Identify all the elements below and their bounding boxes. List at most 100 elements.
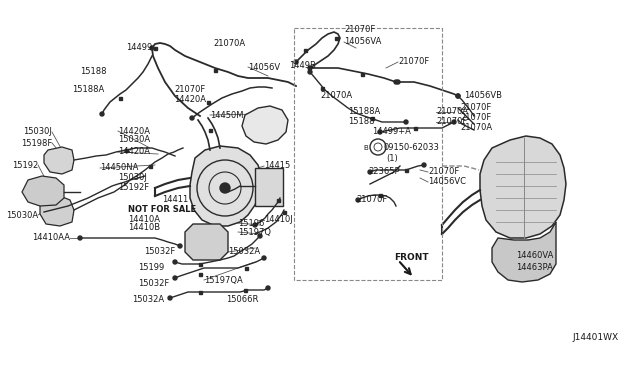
Bar <box>198 273 202 276</box>
Text: 14415: 14415 <box>264 161 291 170</box>
Text: 15188: 15188 <box>81 67 107 77</box>
Text: 21070F: 21070F <box>174 86 205 94</box>
Text: NOT FOR SALE: NOT FOR SALE <box>128 205 196 215</box>
Bar <box>209 128 211 131</box>
Circle shape <box>422 163 426 167</box>
Text: 15198F: 15198F <box>20 138 52 148</box>
Text: 09150-62033: 09150-62033 <box>384 142 440 151</box>
Text: 21070A: 21070A <box>320 90 352 99</box>
Circle shape <box>378 130 382 134</box>
Text: 14450NA: 14450NA <box>100 164 138 173</box>
Text: 15032F: 15032F <box>144 247 175 257</box>
Circle shape <box>456 94 460 98</box>
Text: 21070F: 21070F <box>460 113 492 122</box>
Bar <box>282 211 285 214</box>
Text: 14450M: 14450M <box>210 110 243 119</box>
Text: 21070A: 21070A <box>436 108 468 116</box>
Text: 15199: 15199 <box>138 263 164 273</box>
Circle shape <box>262 256 266 260</box>
FancyBboxPatch shape <box>255 168 283 206</box>
Bar <box>198 263 202 266</box>
Circle shape <box>356 198 360 202</box>
Bar <box>148 164 152 167</box>
Text: 1449B: 1449B <box>289 61 316 70</box>
Bar <box>244 266 248 269</box>
Text: 15188A: 15188A <box>348 108 380 116</box>
Bar <box>243 289 246 292</box>
Circle shape <box>452 120 456 124</box>
Circle shape <box>253 223 257 227</box>
Bar <box>360 73 364 76</box>
Text: (1): (1) <box>386 154 397 163</box>
Bar <box>154 46 157 49</box>
Text: 14411: 14411 <box>162 196 188 205</box>
Bar <box>321 87 323 90</box>
Text: 15032A: 15032A <box>228 247 260 257</box>
Circle shape <box>368 170 372 174</box>
Text: FRONT: FRONT <box>394 253 429 263</box>
Text: 22365P: 22365P <box>368 167 399 176</box>
Circle shape <box>220 183 230 193</box>
Text: 14420A: 14420A <box>118 126 150 135</box>
Text: 21070F: 21070F <box>344 26 375 35</box>
Text: 15188A: 15188A <box>72 84 104 93</box>
Polygon shape <box>492 222 556 282</box>
Circle shape <box>173 276 177 280</box>
Polygon shape <box>190 146 262 226</box>
Text: 14410J: 14410J <box>264 215 292 224</box>
Text: 14056VC: 14056VC <box>428 177 466 186</box>
Circle shape <box>258 234 262 238</box>
Text: 15032F: 15032F <box>138 279 169 289</box>
Circle shape <box>294 60 298 64</box>
Bar <box>198 291 202 294</box>
Text: 14499: 14499 <box>125 44 152 52</box>
Circle shape <box>78 236 82 240</box>
Text: 15196: 15196 <box>238 218 264 228</box>
Circle shape <box>178 244 182 248</box>
Text: 14410B: 14410B <box>128 224 160 232</box>
Text: 14499+A: 14499+A <box>372 128 411 137</box>
Polygon shape <box>40 196 74 226</box>
Text: 21070A: 21070A <box>460 124 492 132</box>
Text: B: B <box>364 145 369 151</box>
Bar <box>404 169 408 171</box>
Text: 14056V: 14056V <box>248 62 280 71</box>
Text: 14420A: 14420A <box>174 94 206 103</box>
Bar <box>378 193 381 196</box>
Circle shape <box>168 296 172 300</box>
Circle shape <box>394 80 398 84</box>
Circle shape <box>396 80 400 84</box>
Polygon shape <box>44 147 74 174</box>
Circle shape <box>456 94 460 98</box>
Circle shape <box>173 260 177 264</box>
Circle shape <box>308 70 312 74</box>
Text: 21070F: 21070F <box>460 103 492 112</box>
Circle shape <box>150 46 154 50</box>
Text: 15197QA: 15197QA <box>204 276 243 285</box>
Text: 15030J: 15030J <box>118 173 147 183</box>
Text: 14410AA: 14410AA <box>32 234 70 243</box>
Text: 15030J: 15030J <box>23 128 52 137</box>
Text: 15032A: 15032A <box>132 295 164 305</box>
Polygon shape <box>480 136 566 238</box>
Text: 15066R: 15066R <box>226 295 259 305</box>
Bar <box>303 48 307 51</box>
Circle shape <box>308 66 312 70</box>
Polygon shape <box>185 224 228 260</box>
Text: 15030A: 15030A <box>6 211 38 219</box>
Bar <box>335 36 337 39</box>
Bar <box>413 126 417 129</box>
Circle shape <box>190 116 194 120</box>
Text: 15197Q: 15197Q <box>238 228 271 237</box>
Text: 15188: 15188 <box>348 118 374 126</box>
Circle shape <box>100 112 104 116</box>
Bar <box>118 96 122 99</box>
Text: 15192: 15192 <box>12 160 38 170</box>
Bar <box>214 68 216 71</box>
Text: 15192F: 15192F <box>118 183 149 192</box>
Text: 14463PA: 14463PA <box>516 263 553 273</box>
Text: J14401WX: J14401WX <box>572 334 618 343</box>
Bar <box>276 199 280 202</box>
Text: 21070F: 21070F <box>436 118 467 126</box>
Bar <box>371 116 374 119</box>
